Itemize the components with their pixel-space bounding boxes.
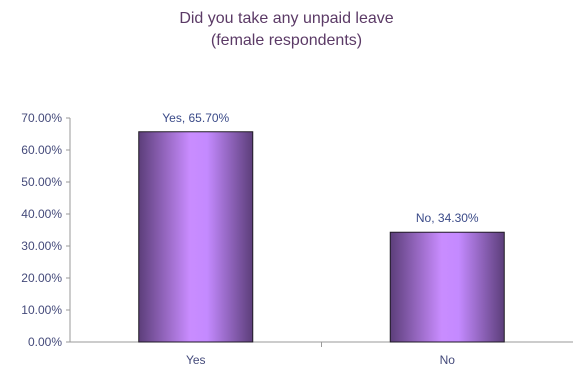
chart-title-line-2: (female respondents) (210, 32, 363, 49)
chart-title: Did you take any unpaid leave (female re… (0, 8, 573, 52)
chart-title-line-1: Did you take any unpaid leave (179, 10, 394, 27)
y-tick-label: 60.00% (21, 143, 62, 157)
y-tick-label: 50.00% (21, 175, 62, 189)
y-tick-label: 30.00% (21, 239, 62, 253)
bar-no (389, 231, 505, 343)
data-label-no: No, 34.30% (416, 211, 479, 225)
labels: Yes, 65.70% Yes No, 34.30% No (162, 111, 479, 367)
y-tick-label: 10.00% (21, 303, 62, 317)
y-tick-label: 70.00% (21, 111, 62, 125)
bars (138, 131, 505, 343)
bar-yes (138, 131, 254, 343)
y-tick-label: 20.00% (21, 271, 62, 285)
y-tick-label: 0.00% (28, 335, 62, 349)
x-tick-label-yes: Yes (186, 353, 206, 367)
data-label-yes: Yes, 65.70% (162, 111, 229, 125)
x-tick-label-no: No (440, 353, 456, 367)
y-tick-label: 40.00% (21, 207, 62, 221)
